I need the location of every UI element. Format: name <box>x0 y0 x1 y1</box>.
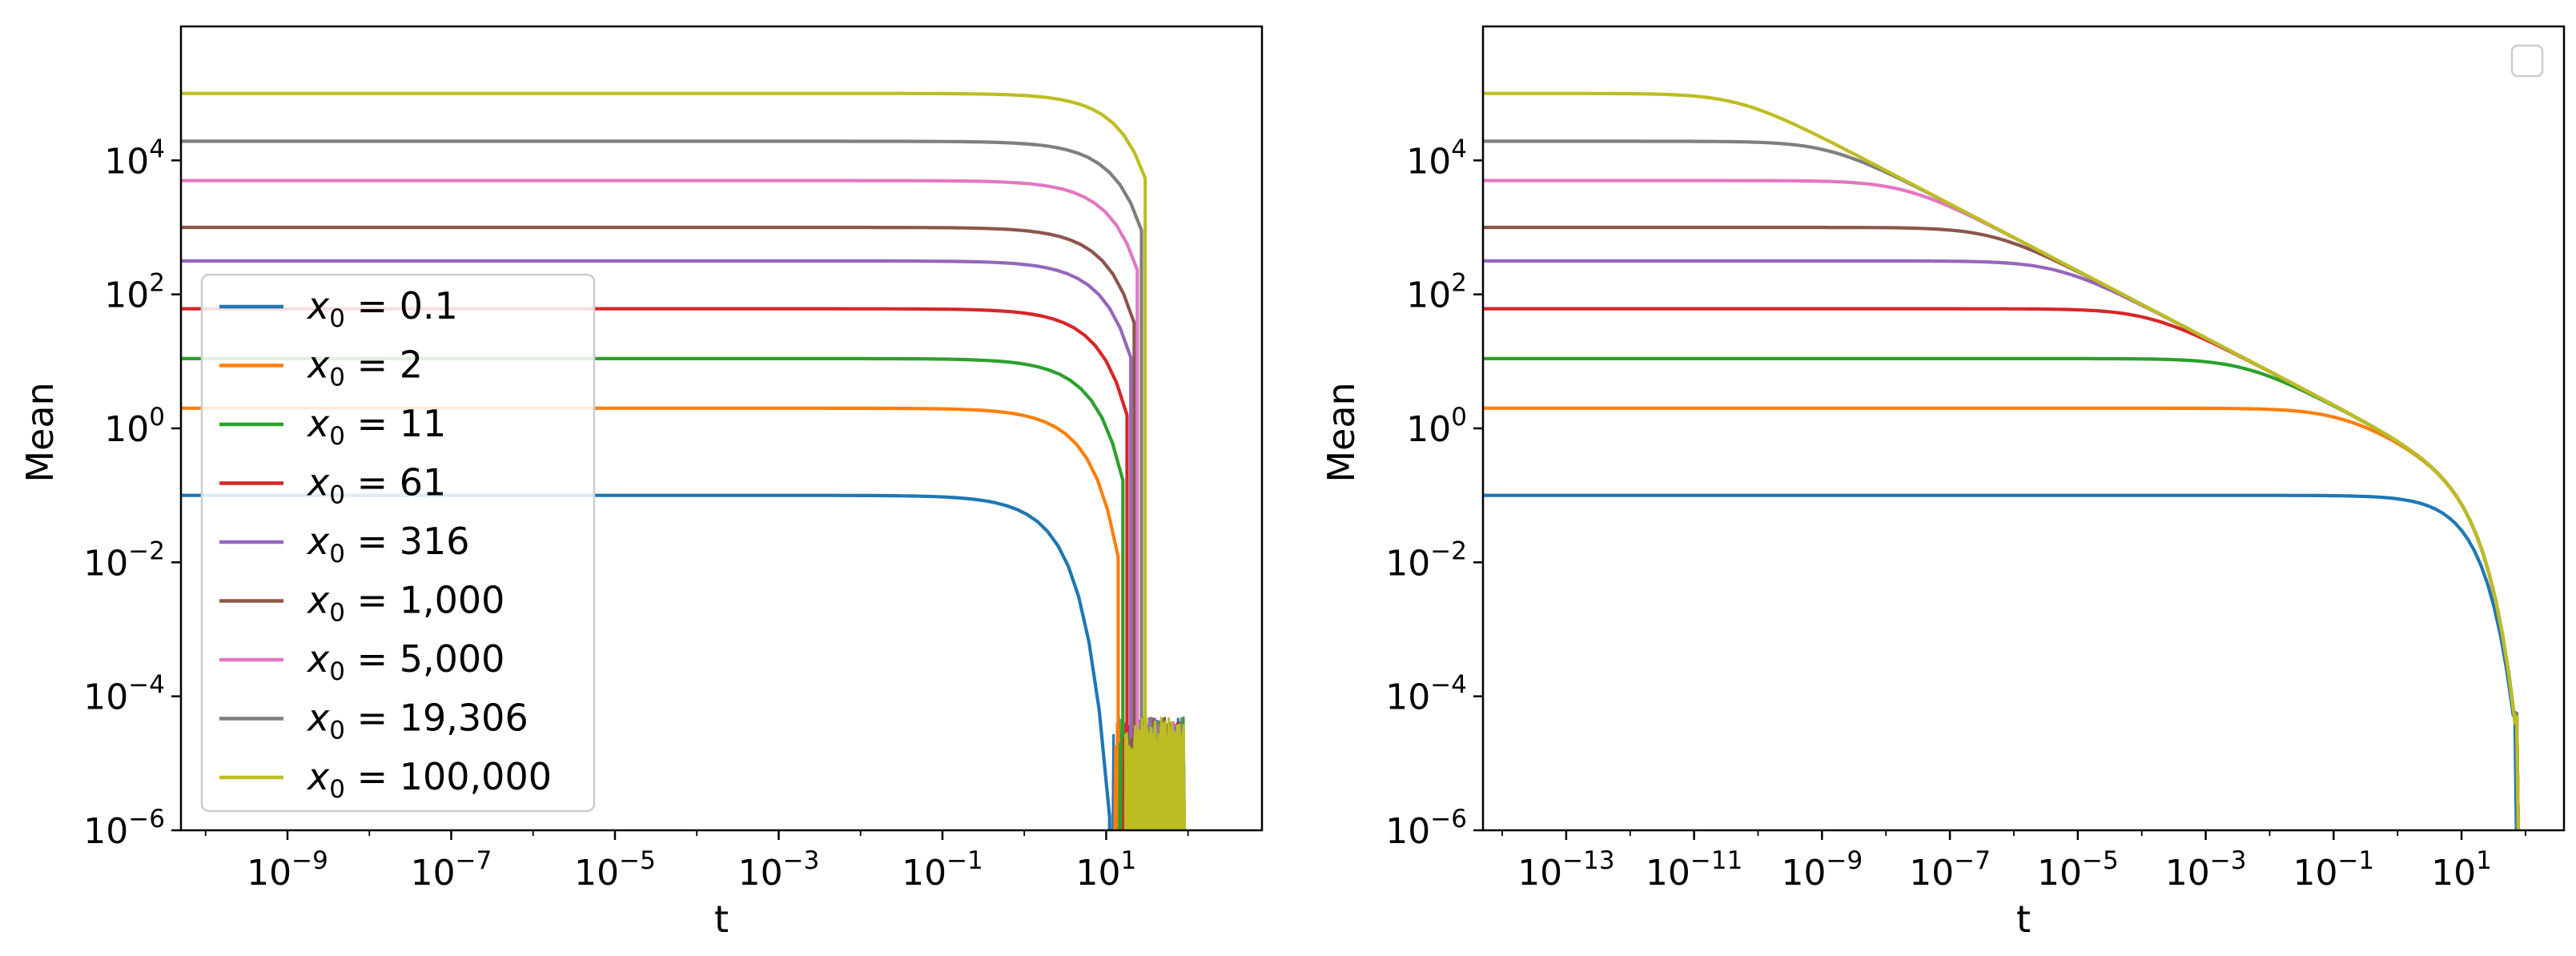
right-x-tick-label: 10−9 <box>1782 846 1863 894</box>
left-x-tick-label: 10−9 <box>247 846 328 894</box>
left-x-tick-label: 10−1 <box>902 846 983 894</box>
right-series-line <box>1483 91 2520 830</box>
left-y-axis-label: Mean <box>18 382 62 482</box>
legend-label: x0 = 100,000 <box>306 755 552 804</box>
right-axes-frame <box>1481 25 2566 832</box>
left-y-tick-label: 100 <box>104 403 165 450</box>
left-x-tick-label: 10−5 <box>574 846 656 894</box>
left-chart: 10−9 10−7 10−5 10−3 10−1 101 10−6 10−4 10−2 100 10… <box>18 25 1264 941</box>
right-x-tick-label: 10−5 <box>2037 846 2119 894</box>
left-y-tick-label: 102 <box>104 269 165 316</box>
legend-label: x0 = 11 <box>306 402 446 451</box>
left-series-line <box>181 179 1139 830</box>
right-x-tick-label: 101 <box>2431 846 2492 894</box>
left-x-tick-label: 10−7 <box>411 846 492 894</box>
right-y-tick-label: 10−6 <box>1385 805 1467 852</box>
right-x-tick-label: 10−1 <box>2293 846 2374 894</box>
legend-label: x0 = 5,000 <box>306 637 504 686</box>
right-y-tick-label: 10−2 <box>1385 536 1467 584</box>
left-legend: x0 = 0.1 x0 = 2 x0 = 11 x0 = 61 x0 = 316 x0 =… <box>200 273 596 813</box>
right-y-tick-label: 104 <box>1406 135 1467 182</box>
right-y-axis-label: Mean <box>1320 382 1363 482</box>
left-series-line <box>181 225 1136 830</box>
left-y-tick-label: 10−2 <box>83 536 165 584</box>
right-empty-legend <box>2510 44 2544 78</box>
right-chart: 10−13 10−11 10−9 10−7 10−5 10−3 10−1 101 10−6 10−… <box>1320 25 2566 941</box>
right-x-tick-label: 10−13 <box>1517 846 1614 894</box>
right-x-tick-label: 10−3 <box>2165 846 2247 894</box>
left-x-tick-label: 10−3 <box>738 846 820 894</box>
left-y-tick-label: 10−4 <box>83 671 165 718</box>
legend-label: x0 = 19,306 <box>306 697 528 745</box>
right-y-tick-label: 100 <box>1406 403 1467 450</box>
left-x-tick-label: 101 <box>1076 846 1137 894</box>
right-series-line <box>1483 493 2518 830</box>
legend-label: x0 = 61 <box>306 461 446 510</box>
legend-label: x0 = 316 <box>306 520 470 568</box>
left-x-axis-label: t <box>714 898 729 941</box>
left-series-line <box>181 91 1147 830</box>
right-x-tick-label: 10−7 <box>1909 846 1991 894</box>
right-x-axis-label: t <box>2016 898 2031 941</box>
left-legend-box <box>200 273 596 813</box>
left-series-line <box>181 259 1133 830</box>
left-axes-frame <box>179 25 1264 832</box>
legend-label: x0 = 2 <box>306 343 423 392</box>
right-y-tick-label: 10−4 <box>1385 671 1467 718</box>
legend-label: x0 = 1,000 <box>306 579 504 628</box>
left-y-tick-label: 104 <box>104 135 165 182</box>
left-series-line <box>181 139 1143 830</box>
legend-label: x0 = 0.1 <box>306 284 458 333</box>
left-y-tick-label: 10−6 <box>83 805 165 852</box>
right-x-tick-label: 10−11 <box>1646 846 1742 894</box>
right-y-tick-label: 102 <box>1406 269 1467 316</box>
left-noise-band <box>1124 721 1185 830</box>
right-series-line <box>1483 406 2520 830</box>
